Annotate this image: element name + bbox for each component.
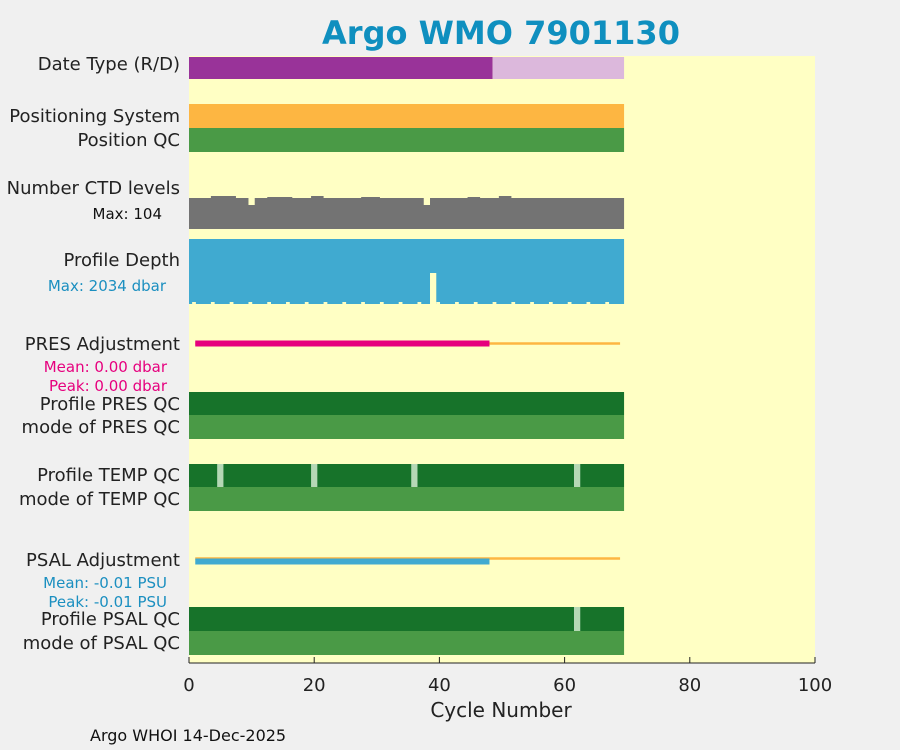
ctd-level-dip-c10 [248, 198, 255, 205]
label-pres-adjustment: PRES Adjustment [25, 334, 180, 355]
label-mode-psal-qc: mode of PSAL QC [23, 633, 180, 654]
profile-depth-notch-c28 [361, 302, 365, 304]
label-position-qc: Position QC [77, 130, 180, 151]
temp-qc-flag-c20 [311, 464, 318, 487]
x-tick-label-40: 40 [428, 675, 451, 696]
label-pres-peak: Peak: 0.00 dbar [49, 377, 168, 395]
label-profile-depth: Profile Depth [63, 250, 180, 271]
label-positioning-system: Positioning System [9, 106, 180, 127]
profile-depth-shallow-gap [430, 273, 437, 304]
x-tick-label-60: 60 [553, 675, 576, 696]
ctd-level-bump-5 [498, 196, 512, 198]
x-axis: 0 20 40 60 80 100 [183, 657, 832, 696]
profile-depth-notch-c64 [586, 302, 591, 304]
label-psal-mean: Mean: -0.01 PSU [43, 574, 167, 592]
profile-pres-qc-bar [189, 392, 625, 415]
ctd-levels-bar [189, 198, 625, 229]
label-mode-pres-qc: mode of PRES QC [22, 417, 180, 438]
position-qc-bar [189, 128, 625, 152]
profile-depth-notch-c34 [398, 302, 403, 304]
label-depth-max: Max: 2034 dbar [48, 277, 167, 295]
x-tick-label-80: 80 [678, 675, 701, 696]
ctd-level-bump-2 [311, 196, 324, 198]
profile-depth-notch-c61 [567, 302, 572, 304]
profile-depth-notch-c67 [605, 302, 610, 304]
profile-depth-notch-c49 [492, 302, 497, 304]
profile-depth-notch-c37 [417, 302, 422, 304]
date-type-realtime-bar [189, 57, 493, 79]
temp-qc-flag-c62 [573, 464, 581, 487]
profile-depth-notch-c4 [210, 302, 215, 304]
profile-depth-notch-c25 [342, 302, 347, 304]
ctd-level-bump-1 [267, 197, 293, 198]
label-psal-adjustment: PSAL Adjustment [26, 550, 180, 571]
label-profile-pres-qc: Profile PRES QC [40, 394, 180, 415]
profile-depth-notch-c19 [304, 302, 309, 304]
footer-credit: Argo WHOI 14-Dec-2025 [90, 726, 286, 745]
x-axis-label: Cycle Number [430, 698, 572, 722]
data-marks [189, 57, 625, 655]
x-tick-label-100: 100 [798, 675, 832, 696]
label-ctd-levels: Number CTD levels [7, 178, 180, 199]
x-tick-label-20: 20 [303, 675, 326, 696]
mode-pres-qc-bar [189, 415, 625, 439]
label-pres-mean: Mean: 0.00 dbar [44, 358, 168, 376]
profile-depth-notch-c10 [248, 302, 253, 304]
profile-depth-notch-c43 [455, 302, 459, 304]
label-mode-temp-qc: mode of TEMP QC [19, 489, 180, 510]
mode-temp-qc-bar [189, 487, 625, 511]
profile-depth-notch-c58 [548, 302, 553, 304]
label-psal-peak: Peak: -0.01 PSU [48, 593, 167, 611]
row-labels: Date Type (R/D) Positioning System Posit… [7, 54, 180, 654]
profile-depth-notch-c13 [267, 302, 272, 304]
profile-psal-qc-bar [189, 607, 625, 631]
profile-depth-bar [189, 239, 625, 304]
profile-depth-notch-c46 [473, 302, 478, 304]
label-ctd-max: Max: 104 [93, 205, 162, 223]
temp-qc-flag-c5 [217, 464, 224, 487]
ctd-level-dip-c38 [423, 198, 431, 205]
profile-depth-notch-c31 [379, 302, 384, 304]
positioning-system-bar [189, 104, 625, 128]
psal-qc-flag-c62 [573, 607, 581, 631]
profile-depth-notch-c22 [323, 302, 328, 304]
date-type-delayed-bar [492, 57, 625, 79]
profile-depth-notch-c1 [192, 302, 196, 304]
chart-title: Argo WMO 7901130 [322, 14, 680, 52]
label-profile-temp-qc: Profile TEMP QC [37, 465, 180, 486]
label-profile-psal-qc: Profile PSAL QC [41, 609, 180, 630]
profile-depth-notch-c7 [229, 302, 234, 304]
x-tick-label-0: 0 [183, 675, 194, 696]
ctd-level-bump-3 [361, 197, 380, 198]
label-date-type: Date Type (R/D) [38, 54, 180, 75]
profile-depth-notch-c55 [530, 302, 534, 304]
mode-psal-qc-bar [189, 631, 625, 655]
profile-depth-notch-c16 [286, 302, 290, 304]
ctd-level-bump-4 [467, 197, 481, 198]
profile-temp-qc-bar [189, 464, 625, 487]
profile-depth-notch-c40 [436, 302, 441, 304]
profile-depth-notch-c52 [511, 302, 516, 304]
profile-depth-shallow-fill [430, 239, 437, 273]
temp-qc-flag-c36 [411, 464, 418, 487]
ctd-level-bump-0 [210, 196, 236, 198]
